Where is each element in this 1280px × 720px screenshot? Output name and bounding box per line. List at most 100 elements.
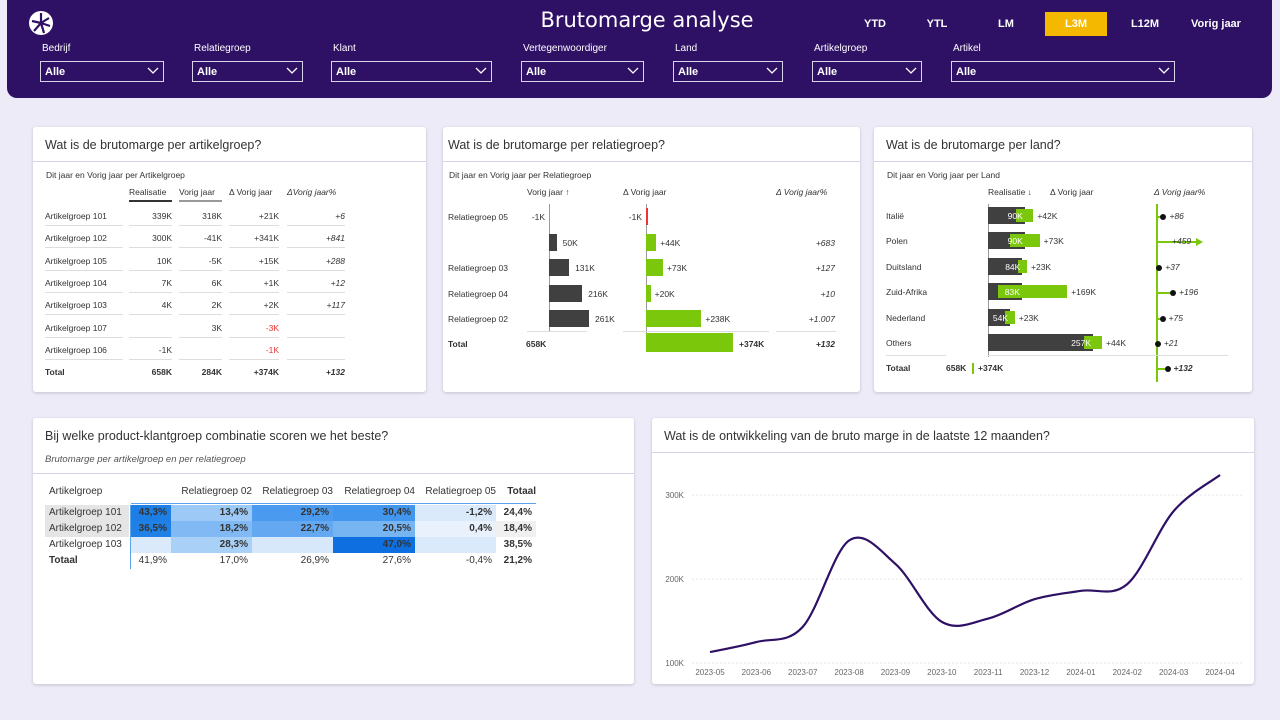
value-label: 84K: [1005, 261, 1021, 272]
value-label: +44K: [660, 237, 681, 248]
column-divider: [130, 505, 131, 569]
cell-vorig-jaar: 2K: [211, 300, 222, 311]
value-label: +73K: [666, 263, 688, 273]
cell-realisatie: 10K: [156, 255, 172, 266]
value-label: 216K: [588, 288, 608, 299]
lollipop-stem: [1156, 368, 1168, 370]
slicer-klant[interactable]: Alle: [331, 61, 492, 82]
row-label: Relatiegroep 03: [448, 263, 509, 273]
total-label: Totaal: [886, 363, 911, 373]
period-l12m-button[interactable]: L12M: [1130, 18, 1160, 30]
column-header: Relatiegroep 02: [181, 486, 252, 497]
total-delta-pct: +132: [815, 339, 835, 349]
lollipop-dot: [1159, 315, 1166, 322]
row-divider: [229, 225, 279, 226]
slicer-artikel[interactable]: Alle: [951, 61, 1175, 82]
column-header: Relatiegroep 04: [344, 486, 415, 497]
delta-bar: [1009, 234, 1040, 248]
total-divider: [988, 355, 1158, 356]
slicer-relatiegroep[interactable]: Alle: [192, 61, 303, 82]
row-divider: [45, 314, 123, 316]
slicer-bedrijf[interactable]: Alle: [40, 61, 164, 82]
row-divider: [129, 358, 172, 360]
total-delta: +374K: [978, 363, 1004, 373]
total-label: Total: [448, 339, 468, 349]
cell-delta-pct: +132: [325, 367, 345, 378]
slicer-value: Alle: [817, 66, 838, 78]
slicer-value: Alle: [956, 66, 977, 78]
slicer-vertegenwoordiger[interactable]: Alle: [521, 61, 644, 82]
period-ytd-button[interactable]: YTD: [864, 18, 886, 30]
cell-delta-pct: +683: [815, 237, 835, 248]
period-l3m-button[interactable]: L3M: [1045, 12, 1107, 36]
slicer-value: Alle: [678, 66, 699, 78]
cell-vorig-jaar: 6K: [211, 277, 222, 288]
vorig-jaar-bar: [549, 233, 557, 251]
delta-bar: [646, 310, 702, 327]
arrow-icon: [1196, 238, 1203, 247]
cell-vorig-jaar: -41K: [204, 233, 222, 244]
header-underline: [179, 200, 222, 202]
slicer-label-relatiegroep: Relatiegroep: [194, 43, 251, 54]
row-label: Zuid-Afrika: [886, 287, 928, 298]
value-label: +238K: [705, 314, 731, 324]
slicer-land[interactable]: Alle: [673, 61, 783, 82]
value-label: 83K: [1004, 287, 1020, 298]
y-tick-label: 200K: [665, 575, 684, 584]
total-label: Totaal: [49, 555, 78, 566]
row-label: Italië: [886, 211, 904, 221]
col-header-delta-pct: ΔVorig jaar%: [287, 187, 337, 197]
period-vorig-jaar-button[interactable]: Vorig jaar: [1191, 18, 1241, 30]
x-tick-label: 2023-07: [788, 668, 818, 677]
divider: [33, 473, 634, 474]
row-label: Artikelgroep 105: [45, 255, 107, 266]
cell-delta: -1K: [265, 344, 279, 355]
artikelgroep-card: Wat is de brutomarge per artikelgroep? D…: [33, 127, 426, 392]
row-divider: [45, 358, 123, 360]
card-subtitle: Dit jaar en Vorig jaar per Relatiegroep: [449, 170, 592, 180]
card-title: Wat is de brutomarge per relatiegroep?: [448, 138, 666, 152]
total-delta-bar: [646, 333, 733, 352]
divider: [652, 452, 1254, 453]
heatmap-cell: 18,4%: [496, 521, 536, 537]
row-divider: [229, 291, 279, 293]
total-cell: 26,9%: [300, 555, 329, 566]
cell-realisatie: 658K: [151, 367, 172, 378]
cell-vorig-jaar: -5K: [208, 255, 222, 266]
period-ytl-button[interactable]: YTL: [926, 18, 948, 30]
cell-delta: +2K: [263, 300, 279, 311]
row-divider: [45, 336, 123, 338]
cell-vorig-jaar: 318K: [202, 211, 222, 221]
slicer-artikelgroep[interactable]: Alle: [812, 61, 922, 82]
vorig-jaar-bar: [549, 284, 583, 302]
slicer-value: Alle: [336, 66, 357, 78]
x-tick-label: 2024-03: [1159, 668, 1189, 677]
vorig-jaar-bar: [549, 259, 570, 276]
page-title: Brutomarge analyse: [540, 8, 754, 32]
cell-realisatie: 300K: [152, 233, 172, 244]
lollipop-dot: [1160, 214, 1167, 220]
column-header: Totaal: [507, 486, 536, 497]
slicer-label-vertegenwoordiger: Vertegenwoordiger: [523, 43, 607, 54]
delta-bar: [998, 285, 1068, 299]
cell-delta: -3K: [265, 322, 279, 333]
cell-delta: +21K: [258, 211, 279, 221]
cell-delta-pct: +10: [820, 288, 835, 299]
heatmap-cell: 13,4%: [171, 505, 252, 521]
row-label: Artikelgroep 107: [45, 322, 107, 333]
period-lm-button[interactable]: LM: [998, 18, 1014, 30]
value-label: 90K: [1007, 211, 1023, 221]
heatmap-cell: [252, 537, 333, 553]
card-subtitle: Brutomarge per artikelgroep en per relat…: [45, 454, 246, 465]
cell-delta: +341K: [254, 233, 279, 244]
heatmap-cell: 43,3%: [131, 505, 171, 521]
header-underline: [131, 503, 536, 504]
y-tick-label: 100K: [665, 659, 684, 668]
chevron-down-icon: [286, 67, 298, 74]
cell-delta-pct: +12: [330, 277, 345, 288]
heatmap-cell: [131, 537, 171, 553]
delta-pct-label: +21: [1163, 338, 1179, 348]
row-divider: [129, 336, 172, 338]
line-chart: 100K 200K 300K 2023-05 2023-06 2023-07 2023-08…: [665, 474, 1242, 677]
row-divider: [45, 225, 123, 226]
